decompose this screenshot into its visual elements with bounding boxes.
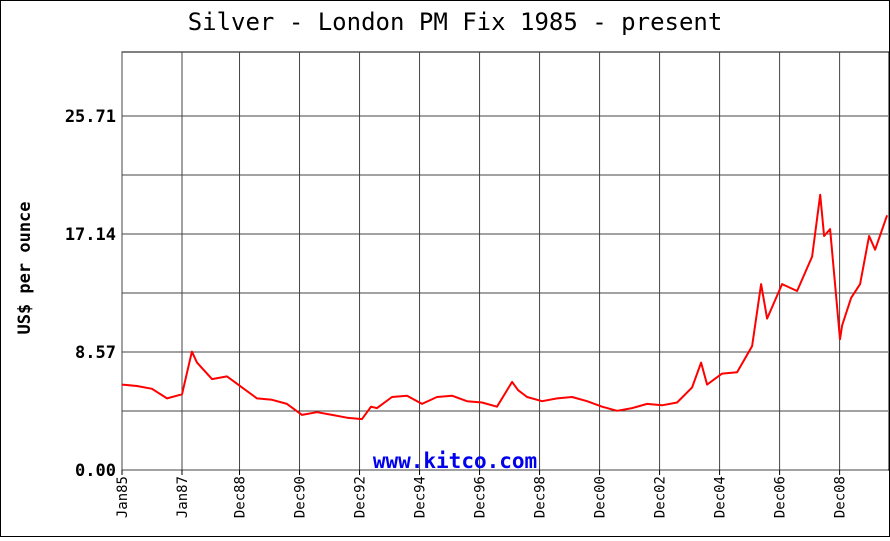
x-tick-label: Dec92 xyxy=(353,476,369,518)
x-tick-label: Dec96 xyxy=(473,476,489,518)
x-tick-label: Dec02 xyxy=(653,476,669,518)
chart-title: Silver - London PM Fix 1985 - present xyxy=(188,8,723,36)
y-tick-label: 8.57 xyxy=(75,343,116,363)
x-tick-label: Dec08 xyxy=(833,476,849,518)
x-tick-label: Dec04 xyxy=(713,476,729,518)
x-tick-label: Dec06 xyxy=(773,476,789,518)
y-tick-label: 25.71 xyxy=(65,107,116,127)
x-tick-label: Jan87 xyxy=(175,476,191,518)
y-axis-label: US$ per ounce xyxy=(15,201,35,334)
x-tick-label: Dec88 xyxy=(233,476,249,518)
y-tick-label: 17.14 xyxy=(65,225,116,245)
watermark: www.kitco.com xyxy=(373,449,537,473)
y-tick-label: 0.00 xyxy=(75,461,116,481)
x-tick-label: Dec98 xyxy=(533,476,549,518)
price-line xyxy=(121,193,889,421)
plot-area xyxy=(121,51,890,471)
x-tick-label: Jan85 xyxy=(115,476,131,518)
x-tick-label: Dec00 xyxy=(593,476,609,518)
x-tick-label: Dec90 xyxy=(293,476,309,518)
x-tick-label: Dec94 xyxy=(413,476,429,518)
